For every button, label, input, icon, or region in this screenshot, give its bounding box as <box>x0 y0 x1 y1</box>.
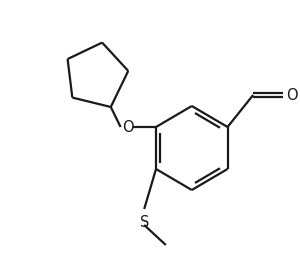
Text: O: O <box>286 88 298 102</box>
Text: S: S <box>140 215 149 230</box>
Text: O: O <box>122 120 133 134</box>
